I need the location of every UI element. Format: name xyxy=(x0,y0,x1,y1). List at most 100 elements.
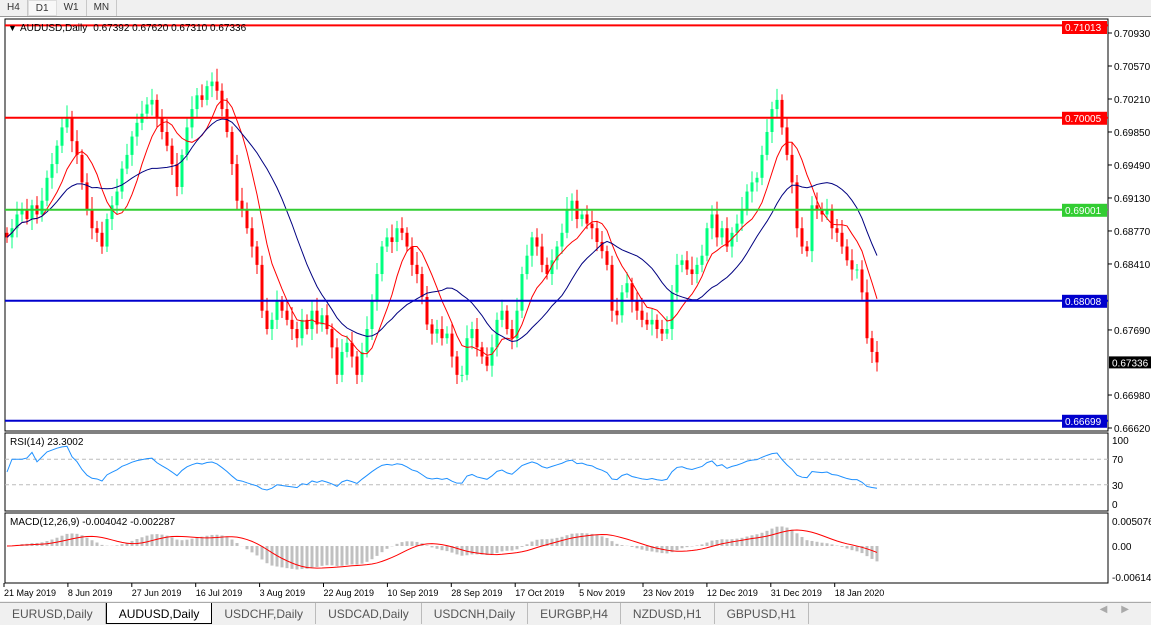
macd-histogram-bar xyxy=(86,538,89,546)
macd-histogram-bar xyxy=(161,535,164,546)
candle-body xyxy=(666,329,669,334)
candle-body xyxy=(341,352,344,375)
candle-body xyxy=(796,182,799,228)
candle-body xyxy=(526,256,529,274)
macd-histogram-bar xyxy=(301,546,304,569)
timeframe-w1[interactable]: W1 xyxy=(57,0,87,16)
tab-eurgbp-h4[interactable]: EURGBP,H4 xyxy=(528,603,621,624)
y-tick-label: 0.70570 xyxy=(1114,62,1151,73)
tab-scroll-arrows[interactable]: ◀▶ xyxy=(1100,604,1143,615)
candle-body xyxy=(336,347,339,374)
candle-body xyxy=(741,210,744,224)
macd-histogram-bar xyxy=(186,540,189,546)
macd-histogram-bar xyxy=(571,534,574,546)
candle-body xyxy=(41,201,44,215)
candle-body xyxy=(446,334,449,339)
macd-histogram-bar xyxy=(601,536,604,546)
macd-histogram-bar xyxy=(176,540,179,546)
macd-histogram-bar xyxy=(261,546,264,560)
macd-histogram-bar xyxy=(851,546,854,550)
tab-usdcnh-daily[interactable]: USDCNH,Daily xyxy=(422,603,528,624)
candle-body xyxy=(786,127,789,154)
candle-body xyxy=(621,292,624,315)
candle-body xyxy=(531,237,534,255)
macd-histogram-bar xyxy=(771,529,774,546)
tab-gbpusd-h1[interactable]: GBPUSD,H1 xyxy=(715,603,809,624)
macd-histogram-bar xyxy=(656,546,659,552)
chart-canvas[interactable]: 0.709300.705700.702100.698500.694900.691… xyxy=(0,17,1151,602)
y-tick-label: 0.68770 xyxy=(1114,227,1151,238)
macd-histogram-bar xyxy=(406,541,409,546)
candle-body xyxy=(266,311,269,329)
candle-body xyxy=(656,320,659,329)
candle-body xyxy=(641,311,644,320)
candle-body xyxy=(541,247,544,265)
level-price-label: 0.69001 xyxy=(1065,206,1102,217)
candle-body xyxy=(166,132,169,146)
macd-histogram-bar xyxy=(446,546,449,551)
level-price-label: 0.70005 xyxy=(1065,114,1102,125)
macd-histogram-bar xyxy=(371,546,374,559)
macd-histogram-bar xyxy=(581,533,584,546)
macd-histogram-bar xyxy=(561,537,564,546)
timeframe-mn[interactable]: MN xyxy=(87,0,118,16)
candle-body xyxy=(851,260,854,269)
y-tick-label: 0.68410 xyxy=(1114,260,1151,271)
candle-body xyxy=(116,192,119,206)
candle-body xyxy=(361,352,364,375)
macd-histogram-bar xyxy=(136,539,139,546)
macd-tick-label: 0.00 xyxy=(1112,542,1132,553)
macd-histogram-bar xyxy=(766,531,769,546)
candle-body xyxy=(616,311,619,316)
timeframe-d1[interactable]: D1 xyxy=(28,0,57,16)
macd-histogram-bar xyxy=(696,545,699,546)
candle-body xyxy=(236,164,239,201)
candle-body xyxy=(56,146,59,164)
x-tick-label: 17 Oct 2019 xyxy=(515,588,564,598)
macd-histogram-bar xyxy=(346,546,349,565)
macd-histogram-bar xyxy=(501,546,504,551)
timeframe-h4[interactable]: H4 xyxy=(0,0,28,16)
tab-audusd-daily[interactable]: AUDUSD,Daily xyxy=(106,603,213,624)
macd-histogram-bar xyxy=(171,537,174,546)
tab-nzdusd-h1[interactable]: NZDUSD,H1 xyxy=(621,603,715,624)
macd-histogram-bar xyxy=(676,546,679,550)
candle-body xyxy=(686,260,689,269)
macd-histogram-bar xyxy=(306,546,309,569)
candle-body xyxy=(151,100,154,105)
macd-histogram-bar xyxy=(776,527,779,546)
candle-body xyxy=(806,247,809,252)
macd-histogram-bar xyxy=(526,544,529,546)
tab-eurusd-daily[interactable]: EURUSD,Daily xyxy=(0,603,106,624)
candle-body xyxy=(401,228,404,233)
candle-body xyxy=(441,329,444,338)
macd-histogram-bar xyxy=(381,546,384,552)
candle-body xyxy=(681,260,684,265)
macd-histogram-bar xyxy=(701,544,704,546)
macd-histogram-bar xyxy=(251,546,254,552)
rsi-tick-label: 100 xyxy=(1112,436,1129,447)
candle-body xyxy=(356,357,359,375)
candle-body xyxy=(271,320,274,329)
candle-body xyxy=(511,329,514,338)
candle-body xyxy=(261,265,264,311)
macd-histogram-bar xyxy=(801,537,804,546)
candle-body xyxy=(671,292,674,329)
candle-body xyxy=(501,311,504,320)
candle-body xyxy=(661,329,664,334)
macd-histogram-bar xyxy=(576,533,579,546)
macd-histogram-bar xyxy=(631,546,634,547)
macd-title: MACD(12,26,9) -0.004042 -0.002287 xyxy=(10,517,176,528)
macd-histogram-bar xyxy=(506,546,509,551)
macd-histogram-bar xyxy=(761,533,764,546)
x-tick-label: 27 Jun 2019 xyxy=(132,588,182,598)
tab-usdchf-daily[interactable]: USDCHF,Daily xyxy=(212,603,316,624)
macd-histogram-bar xyxy=(721,539,724,546)
candle-body xyxy=(301,320,304,338)
macd-histogram-bar xyxy=(311,546,314,568)
tab-usdcad-daily[interactable]: USDCAD,Daily xyxy=(316,603,422,624)
x-tick-label: 16 Jul 2019 xyxy=(196,588,243,598)
